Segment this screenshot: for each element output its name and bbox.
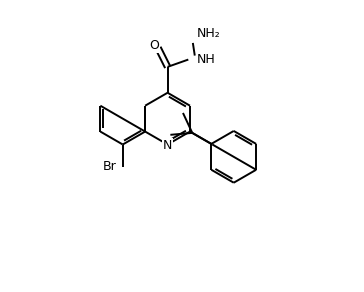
Text: NH₂: NH₂ xyxy=(196,27,220,41)
Text: O: O xyxy=(149,39,159,52)
Text: NH: NH xyxy=(197,53,215,66)
Text: N: N xyxy=(163,139,172,152)
Text: Br: Br xyxy=(103,160,116,173)
